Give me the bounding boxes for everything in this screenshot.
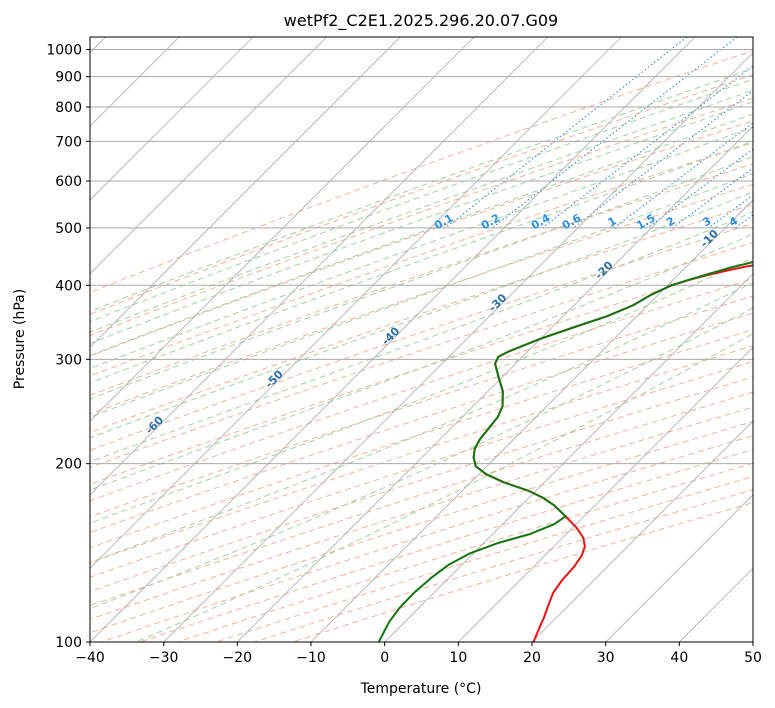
moist-adiabat-line [90, 126, 753, 370]
moist-adiabat-line [90, 89, 753, 333]
isotherm-line [752, 641, 753, 642]
moist-adiabat-line [90, 67, 753, 312]
y-tick-label: 1000 [46, 43, 82, 59]
y-tick-label: 300 [55, 352, 82, 368]
y-tick-label: 100 [55, 635, 82, 651]
x-tick-label: −20 [223, 650, 253, 666]
y-tick-label: 500 [55, 221, 82, 237]
dry-adiabat-line [90, 312, 753, 534]
isotherm-line [310, 199, 753, 642]
isotherm-line [90, 37, 696, 642]
pressure-gridlines [90, 49, 753, 642]
x-tick-label: 20 [523, 650, 541, 666]
isotherm-label: -70 [17, 465, 40, 488]
isotherm-line [90, 37, 548, 496]
isotherm-line [90, 37, 254, 201]
moist-adiabat-line [90, 113, 753, 357]
y-tick-label: 400 [55, 278, 82, 294]
mixing-ratio-line [672, 167, 753, 229]
dry-adiabat-line [90, 142, 753, 377]
dry-adiabat-line [90, 391, 753, 607]
y-tick-label: 200 [55, 457, 82, 473]
isotherm-line [458, 346, 753, 642]
x-tick-label: −30 [149, 650, 179, 666]
x-axis: −40 −30 −20 −10 0 10 20 30 40 50 [75, 642, 762, 666]
isotherm-line [531, 420, 753, 642]
plot-frame [89, 36, 754, 643]
moist-adiabat-line [90, 172, 753, 418]
moist-adiabat-line [90, 257, 753, 524]
plot-background [90, 37, 753, 642]
dry-adiabat-line [90, 183, 753, 415]
isotherm-line [90, 37, 475, 422]
moist-adiabat-line [90, 233, 753, 491]
x-tick-label: −40 [75, 650, 105, 666]
mixing-ratio-line [542, 65, 753, 229]
dry-adiabat-line [90, 97, 753, 337]
isotherm-line [90, 37, 622, 569]
dry-adiabat-line [90, 329, 753, 549]
y-axis: 100 200 300 400 500 600 700 800 900 1000 [46, 43, 90, 651]
dry-adiabat-line [90, 278, 753, 502]
moist-adiabat-line [90, 78, 753, 323]
isotherm-line [90, 37, 401, 348]
moist-adiabat-line [90, 211, 753, 463]
dewpoint-profile-line [377, 261, 753, 642]
isotherm-line [605, 494, 753, 642]
isotherm-line [163, 52, 753, 642]
x-tick-label: 50 [744, 650, 762, 666]
x-tick-label: 30 [597, 650, 615, 666]
x-tick-label: 0 [380, 650, 389, 666]
y-axis-label: Pressure (hPa) [12, 289, 28, 389]
mixing-ratio-label: 6 [766, 214, 775, 229]
x-tick-label: 10 [449, 650, 467, 666]
isotherm-line [384, 273, 753, 642]
chart-title: wetPf2_C2E1.2025.296.20.07.G09 [284, 11, 558, 31]
dry-adiabat-line [90, 50, 753, 293]
y-tick-label: 800 [55, 100, 82, 116]
y-tick-label: 600 [55, 174, 82, 190]
dry-adiabat-line [90, 163, 753, 396]
x-tick-label: 40 [670, 650, 688, 666]
y-tick-label: 700 [55, 134, 82, 150]
profiles [377, 261, 753, 642]
moist-adiabat-line [90, 281, 753, 563]
isotherm-line [90, 37, 327, 275]
dry-adiabat-line [90, 74, 753, 315]
dry-adiabats [90, 50, 753, 642]
x-tick-label: −10 [296, 650, 326, 666]
mixing-ratio-line [572, 90, 753, 229]
y-tick-label: 900 [55, 70, 82, 86]
dry-adiabat-line [90, 223, 753, 451]
dry-adiabat-line [90, 361, 753, 578]
moist-adiabat-line [90, 156, 753, 400]
x-axis-label: Temperature (°C) [360, 681, 482, 697]
